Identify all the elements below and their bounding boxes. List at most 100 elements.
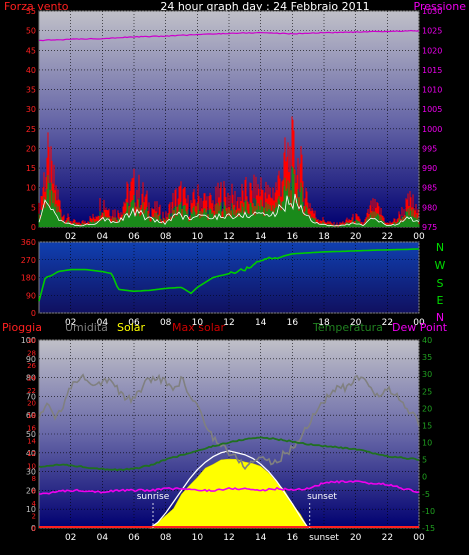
y-tick-label-rain: 18: [27, 412, 36, 420]
y-tick-label-right: 5: [422, 456, 427, 465]
temperature-series: [38, 373, 420, 529]
x-tick-label: 06: [128, 533, 140, 543]
y-tick-label-left: 180: [21, 274, 36, 283]
compass-n-top: N: [436, 241, 444, 254]
compass-labels: N W S E N: [435, 241, 446, 324]
x-tick-label: 16: [287, 533, 299, 543]
y-tick-label-rain: 26: [27, 362, 36, 370]
x-tick-label: 18: [318, 318, 330, 328]
y-tick-label-right: 1005: [422, 105, 442, 114]
y-tick-label-left: 360: [21, 238, 36, 247]
y-tick-label-right: 980: [422, 203, 437, 212]
y-tick-label-left: 30: [26, 468, 36, 477]
y-tick-label-left: 45: [26, 46, 36, 55]
wind-direction-line: [38, 248, 420, 302]
wind-average-line: [38, 193, 420, 227]
y-tick-label-rain: 20: [27, 400, 36, 408]
direction-grid: [39, 241, 420, 314]
legend-solar: Solar: [117, 321, 146, 334]
y-tick-label-left: 20: [26, 144, 36, 153]
y-tick-label-left: 50: [26, 27, 36, 36]
y-tick-label-rain: 6: [32, 487, 37, 495]
y-tick-label-right: 30: [422, 370, 432, 379]
x-tick-label: 12: [223, 318, 234, 328]
y-tick-label-left: 5: [31, 203, 36, 212]
x-tick-label: 12: [223, 533, 234, 543]
y-tick-label-left: 10: [26, 184, 36, 193]
humidity-line: [38, 373, 420, 471]
y-tick-label-rain: 30: [27, 337, 36, 345]
y-tick-label-left: 10: [26, 505, 36, 514]
page-title: 24 hour graph day : 24 Febbraio 2011: [160, 0, 369, 13]
x-tick-label: 10: [192, 232, 204, 242]
y-tick-label-rain: 2: [32, 512, 36, 520]
y-tick-label-right: 990: [422, 164, 437, 173]
dew-point-line: [39, 480, 420, 495]
y-tick-label-rain: 12: [27, 450, 36, 458]
x-tick-label: 06: [128, 232, 140, 242]
y-tick-label-left: 270: [21, 256, 36, 265]
y-tick-label-left: 20: [26, 486, 36, 495]
x-tick-label: 20: [350, 318, 362, 328]
temperature-panel: 02 04 06 08 10 12 14 16 sunset 20 22 00010203040506…: [21, 336, 435, 543]
pressure-axis-label: Pressione: [414, 0, 467, 13]
y-tick-label-right: 35: [422, 353, 432, 362]
y-tick-label-left: 0: [31, 524, 36, 533]
x-tick-label: 12: [223, 232, 234, 242]
y-tick-label-right: 1020: [422, 46, 442, 55]
y-tick-label-left: 50: [26, 430, 36, 439]
x-tick-label: 00: [413, 533, 425, 543]
y-tick-label-left: 100: [21, 336, 36, 345]
x-tick-label: 00: [413, 318, 425, 328]
y-tick-label-right: 1010: [422, 86, 442, 95]
y-tick-label-left: 40: [26, 449, 36, 458]
y-tick-label-right: 10: [422, 439, 432, 448]
compass-s: S: [437, 277, 444, 290]
compass-e: E: [437, 294, 444, 307]
y-tick-label-left: 70: [26, 392, 36, 401]
y-tick-label-rain: 8: [32, 475, 36, 483]
y-tick-label-right: 995: [422, 144, 437, 153]
x-tick-label: 02: [65, 232, 76, 242]
compass-w: W: [435, 259, 446, 272]
x-tick-label: 22: [382, 318, 393, 328]
y-tick-label-left: 25: [26, 125, 36, 134]
legend-pioggia: Pioggia: [2, 321, 42, 334]
sunset-label: sunset: [307, 492, 337, 502]
x-tick-label: 04: [97, 318, 109, 328]
y-tick-label-left: 0: [31, 223, 36, 232]
x-tick-label: 20: [350, 533, 362, 543]
x-tick-label: 08: [160, 232, 172, 242]
y-tick-label-rain: 10: [27, 462, 36, 470]
y-tick-label-left: 0: [31, 309, 36, 318]
y-tick-label-left: 40: [26, 66, 36, 75]
x-tick-label: 14: [255, 533, 267, 543]
y-tick-label-right: 25: [422, 387, 432, 396]
y-tick-label-rain: 16: [27, 425, 36, 433]
y-tick-label-right: 0: [422, 473, 427, 482]
legend-temperatura: Temperatura: [312, 321, 383, 334]
y-tick-label-right: 1025: [422, 27, 442, 36]
y-tick-label-left: 55: [26, 7, 36, 16]
x-tick-label: 16: [287, 232, 299, 242]
wind-axis-label: Forza vento: [4, 0, 69, 13]
x-tick-label: 04: [97, 232, 109, 242]
sunrise-label: sunrise: [137, 492, 170, 502]
x-tick-label: sunset: [309, 533, 339, 543]
y-tick-label-right: 15: [422, 421, 432, 430]
y-tick-label-right: 1015: [422, 66, 442, 75]
x-tick-label: 16: [287, 318, 299, 328]
x-tick-label: 22: [382, 232, 393, 242]
y-tick-label-left: 30: [26, 105, 36, 114]
x-tick-label: 02: [65, 533, 76, 543]
y-tick-label-left: 80: [26, 374, 36, 383]
pressure-line: [39, 29, 420, 42]
x-tick-label: 02: [65, 318, 76, 328]
y-tick-label-rain: 22: [27, 387, 36, 395]
max-solar-line: [149, 450, 309, 529]
y-tick-label-right: 20: [422, 404, 432, 413]
x-tick-label: 14: [255, 318, 267, 328]
